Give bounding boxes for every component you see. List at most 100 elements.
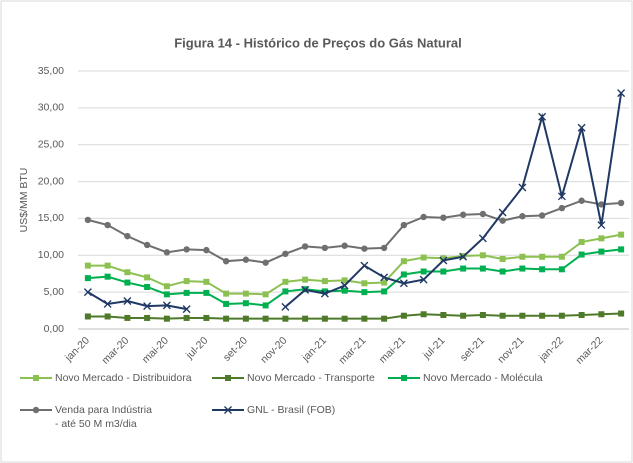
marker xyxy=(440,255,447,262)
series xyxy=(83,89,626,314)
y-tick-label: 25,00 xyxy=(38,138,64,150)
marker xyxy=(499,312,506,319)
marker xyxy=(617,199,625,207)
marker xyxy=(183,246,190,253)
marker xyxy=(302,315,309,322)
marker xyxy=(162,301,171,310)
marker xyxy=(618,310,625,317)
line xyxy=(87,233,622,296)
y-tick-label: 10,00 xyxy=(38,249,64,261)
marker xyxy=(242,290,249,297)
marker xyxy=(539,253,546,260)
marker xyxy=(539,266,546,273)
marker xyxy=(498,208,507,217)
marker xyxy=(301,243,309,250)
marker xyxy=(479,252,486,259)
marker xyxy=(143,302,152,311)
legend-label: Novo Mercado - Transporte xyxy=(247,372,375,384)
marker xyxy=(84,216,92,224)
marker xyxy=(558,266,565,273)
marker xyxy=(578,251,585,258)
marker xyxy=(440,268,447,275)
marker xyxy=(83,288,92,297)
marker xyxy=(341,277,348,284)
marker xyxy=(598,311,605,318)
y-tick-label: 0,00 xyxy=(44,323,65,335)
marker xyxy=(282,288,289,295)
marker xyxy=(144,274,151,281)
series xyxy=(84,231,625,298)
series xyxy=(84,246,625,309)
chart-title: Figura 14 - Histórico de Preços do Gás N… xyxy=(174,35,462,50)
marker xyxy=(223,290,230,297)
marker xyxy=(124,269,131,276)
marker xyxy=(361,289,368,296)
legend-label: GNL - Brasil (FOB) xyxy=(247,404,336,416)
marker xyxy=(558,312,565,319)
marker xyxy=(519,253,526,260)
marker xyxy=(144,314,151,321)
legend-label: Novo Mercado - Distribuidora xyxy=(55,372,192,384)
marker xyxy=(578,197,585,204)
marker xyxy=(459,252,468,261)
marker xyxy=(499,217,506,224)
marker xyxy=(479,265,486,272)
marker xyxy=(163,283,170,290)
marker xyxy=(380,273,389,282)
marker xyxy=(123,296,132,305)
marker xyxy=(301,285,310,294)
marker xyxy=(143,241,151,249)
marker xyxy=(360,261,369,270)
marker xyxy=(104,273,111,280)
marker xyxy=(420,268,427,275)
marker xyxy=(222,257,230,265)
line xyxy=(87,248,622,307)
marker xyxy=(400,221,408,229)
marker xyxy=(262,315,269,322)
marker xyxy=(381,279,388,286)
marker xyxy=(519,213,526,220)
y-tick-label: 15,00 xyxy=(38,212,64,224)
marker xyxy=(598,201,605,208)
marker xyxy=(400,271,407,278)
y-axis-label: US$/MM BTU xyxy=(18,168,30,233)
marker xyxy=(440,311,447,318)
marker xyxy=(577,123,586,132)
y-tick-label: 35,00 xyxy=(38,65,64,77)
marker xyxy=(124,279,131,286)
legend-marker xyxy=(32,406,40,414)
legend-marker xyxy=(224,406,232,414)
marker xyxy=(440,214,447,221)
marker xyxy=(124,232,131,240)
marker xyxy=(262,259,269,266)
marker xyxy=(321,315,328,322)
marker xyxy=(519,312,526,319)
y-tick-label: 30,00 xyxy=(38,102,64,114)
marker xyxy=(420,311,427,318)
marker xyxy=(320,289,329,298)
marker xyxy=(460,265,467,272)
marker xyxy=(479,210,487,218)
y-tick-label: 20,00 xyxy=(38,175,64,187)
marker xyxy=(262,302,269,309)
y-tick-label: 5,00 xyxy=(44,286,65,298)
marker xyxy=(538,112,547,121)
marker xyxy=(558,253,565,260)
marker xyxy=(578,239,585,246)
marker xyxy=(104,262,111,269)
legend-label: Novo Mercado - Molécula xyxy=(423,372,543,384)
marker xyxy=(104,221,111,229)
marker xyxy=(341,315,348,322)
marker xyxy=(163,291,170,298)
marker xyxy=(539,312,546,319)
legend-marker xyxy=(401,375,407,381)
marker xyxy=(617,89,626,98)
line xyxy=(87,199,622,264)
marker xyxy=(203,278,210,285)
marker xyxy=(203,314,210,321)
marker xyxy=(144,283,151,290)
marker xyxy=(597,221,606,230)
marker xyxy=(420,213,427,221)
